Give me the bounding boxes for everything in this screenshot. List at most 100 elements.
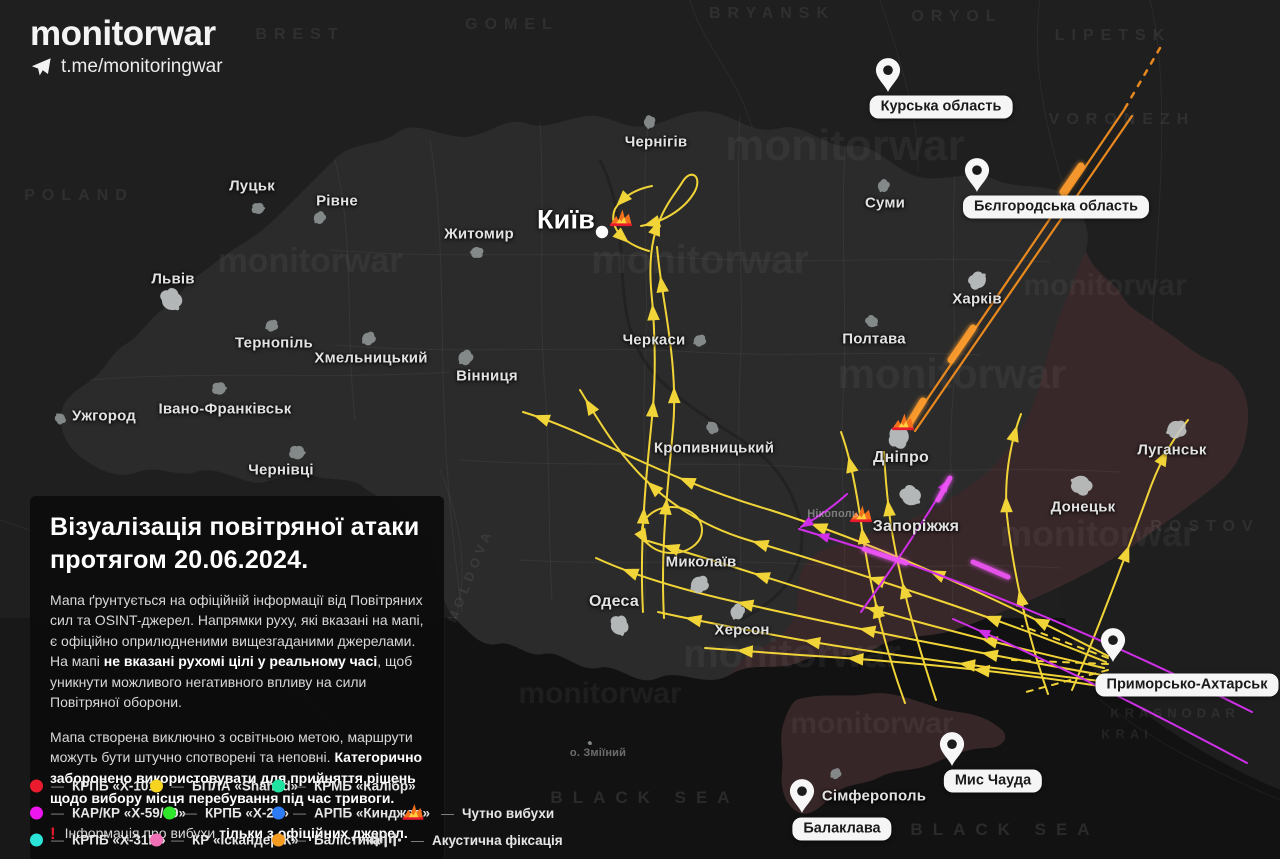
legend-dash: — [411,832,424,848]
legend-color-dot [272,833,285,847]
legend-dash: — [171,778,184,794]
city-label: Херсон [714,621,770,639]
legend-item: — БПЛА «Shahed» [150,779,298,794]
city-label: Івано-Франківськ [158,400,292,418]
region-label: BLACK SEA [550,788,740,807]
legend-item-label: Акустична фіксація [432,832,563,848]
city-label: Миколаїв [665,553,737,571]
region-label: KRASNODAR [1110,705,1240,721]
legend-dash: — [293,778,306,794]
route-path [1059,162,1085,196]
city-label: Черкаси [622,331,686,349]
legend-item-label: Чутно вибухи [462,805,555,821]
legend-color-dot [30,806,43,820]
route-path [907,108,1126,428]
watermark-text: monitorwar [591,238,809,282]
city-label: Рівне [316,192,358,210]
warning-icon: ! [50,824,56,844]
region-label: GOMEL [465,16,559,33]
region-label: BRYANSK [708,5,836,22]
route-arrow [659,498,672,516]
occupied-territory [728,252,1249,676]
brand-title: monitorwar [30,14,216,53]
legend-item: — Акустична фіксація [363,830,563,850]
route-arrow [647,481,664,498]
city-label: Хмельницький [314,349,428,367]
info-paragraph: Мапа ґрунтується на офіційній інформації… [50,592,424,711]
pin-label: Курська область [869,95,1013,119]
region-label: POLAND [24,187,134,204]
logo-block: monitorwar t.me/monitoringwar [30,14,223,78]
region-label: BREST [255,26,345,43]
route-path [935,475,953,503]
pin-label: Балаклава [792,817,892,841]
route-path [1011,659,1109,665]
city-label: Сімферополь [821,787,927,805]
route-arrow [612,227,629,243]
route-arrow [753,572,771,585]
crimea [781,693,1006,814]
region-label: ROSTOV [1150,518,1260,535]
route-arrow [976,629,992,640]
region-label: KRAI [1101,726,1153,742]
legend-item: — Балістика [272,833,380,848]
legend-item: — АРПБ «Кинджал» [272,806,430,821]
warning-line: ! Інформація про вибухи тільки з офіційн… [50,821,424,845]
route-arrow [736,599,755,612]
legend-color-dot [272,779,285,793]
legend-item: — КРПБ «Х-22» [163,806,289,821]
route-arrow [857,527,871,545]
city-label: Житомир [444,225,514,243]
city-label: Ужгород [71,407,137,425]
city-label: Нікополь [807,508,859,520]
route-path [522,411,1109,657]
route-arrow [816,533,831,543]
city-label: Чернігів [624,133,688,151]
legend-item-label: КРПБ «Х-101» [72,778,164,794]
legend-item: — Чутно вибухи [393,803,554,823]
route-arrow [872,601,886,619]
kyiv-dot [595,225,609,239]
telegram-handle[interactable]: t.me/monitoringwar [61,56,223,77]
route-path [1071,419,1189,691]
city-label: Кропивницький [653,439,775,457]
route-path [913,114,1134,433]
route-arrow [634,527,649,546]
legend-item: — КАР/КР «Х-59/69» [30,806,186,821]
city-label: Луцьк [229,177,275,195]
route-arrow [1006,425,1019,443]
legend-item-label: БПЛА «Shahed» [192,778,299,794]
route-arrow [616,190,633,207]
route-path [640,173,699,613]
explosion-markers [595,209,915,523]
route-arrow [621,568,640,581]
legend-dash: — [51,832,64,848]
region-label: LIPETSK [1054,27,1172,44]
route-path [1122,46,1162,112]
legend-color-dot [150,833,163,847]
legend-dash: — [293,832,306,848]
legend-item-label: КРПБ «Х-31П» [72,832,166,848]
region-label: VORONEZH [1048,111,1196,128]
route-path [612,185,653,252]
route-arrow [1016,589,1029,607]
legend-dash: — [51,805,64,821]
route-arrow [1032,618,1051,632]
route-arrow [1000,495,1013,513]
watermark-text: monitorwar [1000,513,1196,554]
watermarks: monitorwar monitorwar monitorwar monitorwar… [217,121,1196,740]
route-arrow [868,576,887,589]
route-arrow [667,386,681,404]
route-arrow [585,398,600,416]
legend-color-dot [163,806,176,820]
route-arrow [980,636,999,649]
attack-routes [522,46,1253,764]
city-label: Львів [151,270,195,288]
legend-item-label: КРМБ «Калібр» [314,778,416,794]
city-label: Вінниця [456,367,518,385]
info-panel: Візуалізація повітряної атаки протягом 2… [30,496,444,859]
route-arrow [973,664,991,678]
info-paragraph: Мапа створена виключно з освітньою метою… [50,728,423,806]
route-arrow [751,539,770,552]
info-body: Мапа ґрунтується на офіційній інформації… [50,590,424,808]
